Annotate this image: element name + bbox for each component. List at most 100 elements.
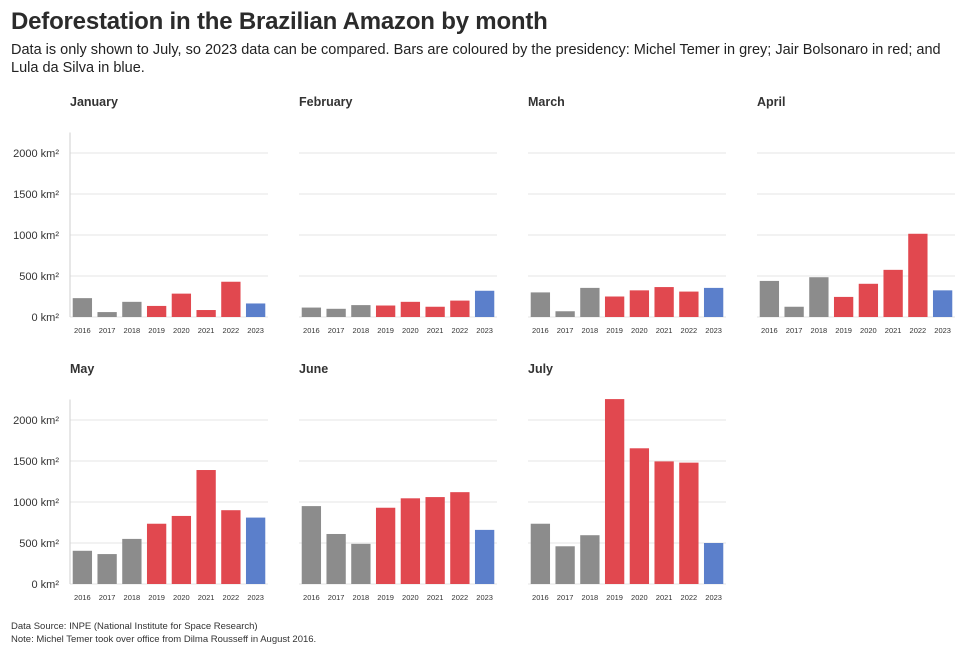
footnote: Note: Michel Temer took over office from… [11, 634, 317, 645]
bar-june-2016 [301, 506, 322, 584]
x-tick-label: 2022 [452, 593, 469, 602]
x-tick-label: 2017 [99, 593, 116, 602]
chart-title: Deforestation in the Brazilian Amazon by… [11, 8, 548, 35]
bar-july-2022 [679, 462, 699, 584]
bar-july-2018 [580, 535, 600, 584]
y-tick-label: 1000 km² [13, 497, 59, 509]
x-tick-label: 2021 [885, 326, 902, 335]
x-tick-label: 2018 [124, 593, 141, 602]
bar-april-2021 [883, 269, 903, 317]
bar-june-2022 [450, 492, 470, 584]
bar-june-2017 [326, 533, 346, 584]
bar-january-2022 [221, 281, 241, 317]
bar-february-2022 [450, 300, 470, 317]
bar-june-2021 [425, 497, 445, 584]
x-tick-label: 2021 [656, 326, 673, 335]
x-tick-label: 2016 [74, 326, 91, 335]
bar-january-2016 [72, 298, 93, 317]
bar-january-2020 [171, 293, 192, 317]
bar-january-2017 [97, 312, 117, 317]
bar-june-2020 [400, 498, 421, 584]
bar-january-2023 [245, 303, 266, 317]
bar-march-2017 [555, 311, 575, 317]
y-tick-label: 500 km² [19, 271, 59, 283]
bar-january-2018 [122, 301, 142, 317]
x-tick-label: 2020 [631, 593, 648, 602]
bar-july-2017 [555, 546, 575, 584]
x-tick-label: 2017 [99, 326, 116, 335]
x-tick-label: 2021 [427, 593, 444, 602]
bar-july-2023 [703, 543, 724, 584]
bar-may-2020 [171, 515, 192, 584]
bar-may-2023 [245, 517, 266, 584]
x-tick-label: 2018 [353, 326, 370, 335]
x-tick-label: 2021 [198, 593, 215, 602]
x-tick-label: 2020 [402, 593, 419, 602]
bar-may-2021 [196, 470, 216, 584]
bar-april-2020 [858, 283, 879, 317]
x-tick-label: 2022 [681, 326, 698, 335]
x-tick-label: 2016 [761, 326, 778, 335]
bar-february-2019 [375, 305, 396, 317]
y-tick-label: 500 km² [19, 538, 59, 550]
bar-july-2021 [654, 461, 674, 584]
x-tick-label: 2021 [427, 326, 444, 335]
x-tick-label: 2016 [532, 593, 549, 602]
x-tick-label: 2021 [656, 593, 673, 602]
bar-may-2017 [97, 554, 117, 584]
bar-january-2021 [196, 310, 216, 317]
panel-title-june: June [299, 362, 328, 376]
x-tick-label: 2019 [606, 326, 623, 335]
x-tick-label: 2022 [452, 326, 469, 335]
x-tick-label: 2017 [557, 593, 574, 602]
bar-july-2016 [530, 523, 551, 584]
bar-june-2019 [375, 507, 396, 584]
x-tick-label: 2022 [223, 593, 240, 602]
y-tick-label: 2000 km² [13, 148, 59, 160]
bar-february-2018 [351, 305, 371, 317]
x-tick-label: 2018 [353, 593, 370, 602]
x-tick-label: 2023 [934, 326, 951, 335]
bar-april-2022 [908, 233, 928, 317]
chart-subtitle: Data is only shown to July, so 2023 data… [11, 42, 941, 76]
panel-title-april: April [757, 95, 785, 109]
bar-may-2018 [122, 538, 142, 584]
bar-march-2022 [679, 291, 699, 317]
bar-april-2017 [784, 306, 804, 317]
x-tick-label: 2023 [476, 326, 493, 335]
data-source-note: Data Source: INPE (National Institute fo… [11, 621, 258, 632]
bar-january-2019 [146, 305, 167, 317]
bar-february-2020 [400, 301, 421, 317]
bar-july-2019 [604, 399, 625, 584]
x-tick-label: 2016 [532, 326, 549, 335]
y-tick-label: 2000 km² [13, 415, 59, 427]
x-tick-label: 2016 [303, 326, 320, 335]
y-tick-label: 1500 km² [13, 189, 59, 201]
y-tick-label: 1500 km² [13, 456, 59, 468]
bar-july-2020 [629, 448, 650, 584]
x-tick-label: 2019 [377, 593, 394, 602]
panel-title-march: March [528, 95, 565, 109]
x-tick-label: 2017 [557, 326, 574, 335]
bar-april-2018 [809, 277, 829, 317]
x-tick-label: 2020 [402, 326, 419, 335]
x-tick-label: 2021 [198, 326, 215, 335]
bar-february-2021 [425, 306, 445, 317]
x-tick-label: 2018 [582, 326, 599, 335]
x-tick-label: 2019 [148, 593, 165, 602]
y-tick-label: 1000 km² [13, 230, 59, 242]
x-tick-label: 2022 [910, 326, 927, 335]
x-tick-label: 2023 [247, 326, 264, 335]
x-tick-label: 2019 [606, 593, 623, 602]
bar-march-2020 [629, 290, 650, 317]
bar-march-2018 [580, 287, 600, 317]
x-tick-label: 2022 [223, 326, 240, 335]
x-tick-label: 2016 [303, 593, 320, 602]
y-tick-label: 0 km² [32, 312, 60, 324]
bar-march-2021 [654, 287, 674, 317]
bar-february-2023 [474, 290, 495, 317]
x-tick-label: 2017 [328, 593, 345, 602]
x-tick-label: 2023 [705, 326, 722, 335]
bar-february-2017 [326, 308, 346, 317]
x-tick-label: 2022 [681, 593, 698, 602]
